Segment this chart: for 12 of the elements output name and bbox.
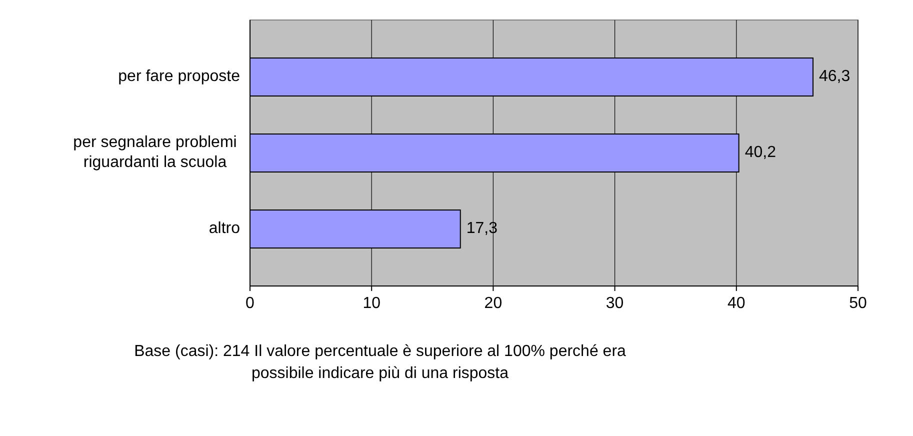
x-tick-label: 50	[849, 295, 867, 312]
x-tick-label: 20	[484, 295, 502, 312]
y-tick-label: altro	[208, 220, 240, 238]
text: Base (casi): 214 Il valore percentuale è superiore al 100% perché era possibile indicare più di una risposta	[134, 343, 626, 382]
y-tick-label: per fare proposte	[118, 68, 240, 86]
x-tick-label: 30	[606, 295, 624, 312]
data-label: 46,3	[819, 68, 850, 86]
x-tick-label: 10	[362, 295, 381, 312]
data-label: 40,2	[744, 144, 776, 162]
x-tick-label: 40	[728, 295, 746, 312]
x-tick-label: 0	[246, 295, 255, 312]
y-tick-label: per segnalare problemi riguardanti la scuola	[73, 134, 237, 172]
